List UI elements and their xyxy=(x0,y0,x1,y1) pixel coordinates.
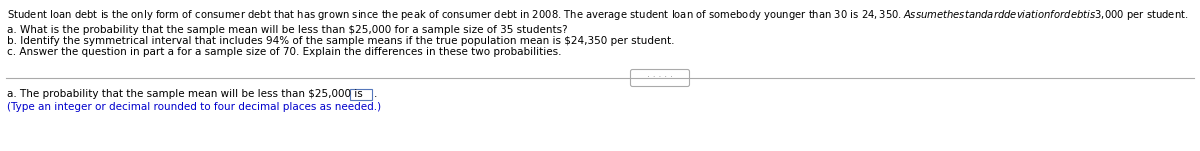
Text: .: . xyxy=(374,89,377,99)
FancyBboxPatch shape xyxy=(630,69,690,87)
Text: b. Identify the symmetrical interval that includes 94% of the sample means if th: b. Identify the symmetrical interval tha… xyxy=(7,36,674,46)
Text: (Type an integer or decimal rounded to four decimal places as needed.): (Type an integer or decimal rounded to f… xyxy=(7,102,382,112)
Text: a. The probability that the sample mean will be less than $25,000 is: a. The probability that the sample mean … xyxy=(7,89,362,99)
FancyBboxPatch shape xyxy=(350,89,372,100)
Text: c. Answer the question in part a for a sample size of 70. Explain the difference: c. Answer the question in part a for a s… xyxy=(7,47,562,57)
Text: a. What is the probability that the sample mean will be less than $25,000 for a : a. What is the probability that the samp… xyxy=(7,25,568,35)
Text: Student loan debt is the only form of consumer debt that has grown since the pea: Student loan debt is the only form of co… xyxy=(7,8,1188,22)
Text: · · · · ·: · · · · · xyxy=(647,74,673,82)
